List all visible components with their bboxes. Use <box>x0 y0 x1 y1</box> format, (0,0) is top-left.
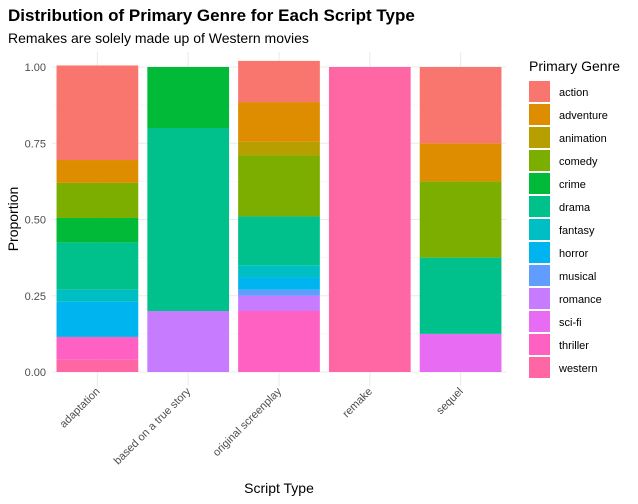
legend-label-western: western <box>558 363 598 375</box>
x-tick-label: remake <box>340 386 374 420</box>
bar-adaptation-fantasy <box>56 289 139 302</box>
bar-original-screenplay-action <box>238 60 320 103</box>
legend-label-horror: horror <box>559 248 589 260</box>
bar-adaptation-horror <box>56 301 139 337</box>
legend-swatch-horror <box>529 242 550 263</box>
bar-original-screenplay-musical <box>238 289 320 296</box>
x-tick-label: original screenplay <box>211 385 285 459</box>
bar-adaptation-western <box>56 359 139 372</box>
bar-original-screenplay-adventure <box>238 102 320 142</box>
bar-original-screenplay-horror <box>238 277 320 290</box>
legend-swatch-drama <box>529 196 550 217</box>
legend-swatch-thriller <box>529 334 550 355</box>
y-tick-label: 1.00 <box>25 62 46 74</box>
chart-subtitle: Remakes are solely made up of Western mo… <box>8 30 309 46</box>
bar-adaptation-comedy <box>56 182 139 218</box>
bar-adaptation-action <box>56 65 139 161</box>
chart-title: Distribution of Primary Genre for Each S… <box>8 6 415 25</box>
bars <box>56 60 502 372</box>
legend-swatch-musical <box>529 265 550 286</box>
legend-swatch-animation <box>529 127 550 148</box>
bar-adaptation-drama <box>56 242 139 290</box>
legend-label-comedy: comedy <box>559 156 598 168</box>
bar-adaptation-adventure <box>56 160 139 183</box>
legend-title: Primary Genre <box>529 58 620 74</box>
bar-original-screenplay-thriller <box>238 311 320 372</box>
bar-adaptation-crime <box>56 217 139 243</box>
bar-original-screenplay-romance <box>238 295 320 311</box>
bar-based-on-a-true-story-drama <box>147 128 230 311</box>
bar-original-screenplay-fantasy <box>238 265 320 278</box>
x-tick-label: based on a true story <box>112 385 194 467</box>
legend-swatch-fantasy <box>529 219 550 240</box>
bar-original-screenplay-animation <box>238 141 320 156</box>
y-axis: 0.00 0.25 0.50 0.75 1.00 <box>25 62 46 379</box>
bar-remake-western <box>328 67 411 372</box>
bar-based-on-a-true-story-romance <box>147 311 230 372</box>
legend-swatch-adventure <box>529 104 550 125</box>
legend-label-thriller: thriller <box>559 340 589 352</box>
legend-label-sci-fi: sci-fi <box>559 317 582 329</box>
bar-based-on-a-true-story-crime <box>147 67 230 128</box>
legend: Primary Genre action adventure animation co… <box>529 58 620 378</box>
x-tick-label: adaptation <box>58 386 103 431</box>
legend-label-action: action <box>559 87 588 99</box>
y-axis-title: Proportion <box>5 187 21 252</box>
legend-label-crime: crime <box>559 179 586 191</box>
legend-swatch-western <box>529 357 550 378</box>
bar-sequel-action <box>419 67 502 144</box>
bar-original-screenplay-comedy <box>238 155 320 217</box>
legend-swatch-comedy <box>529 150 550 171</box>
y-tick-label: 0.75 <box>25 138 46 150</box>
legend-swatch-crime <box>529 173 550 194</box>
bar-sequel-comedy <box>419 181 502 258</box>
x-axis-title: Script Type <box>244 480 314 496</box>
legend-label-animation: animation <box>559 133 607 145</box>
y-tick-label: 0.50 <box>25 215 46 227</box>
bar-sequel-adventure <box>419 143 502 182</box>
bar-sequel-drama <box>419 257 502 334</box>
y-tick-label: 0.25 <box>25 291 46 303</box>
x-axis: adaptation based on a true story original … <box>58 385 466 467</box>
legend-label-fantasy: fantasy <box>559 225 595 237</box>
bar-original-screenplay-drama <box>238 216 320 266</box>
bar-adaptation-thriller <box>56 336 139 360</box>
legend-swatch-romance <box>529 288 550 309</box>
y-tick-label: 0.00 <box>25 367 46 379</box>
legend-label-romance: romance <box>559 294 602 306</box>
x-tick-label: sequel <box>434 386 465 417</box>
legend-swatch-sci-fi <box>529 311 550 332</box>
bar-sequel-sci-fi <box>419 333 502 372</box>
legend-label-drama: drama <box>559 202 591 214</box>
legend-swatch-action <box>529 81 550 102</box>
legend-label-musical: musical <box>559 271 596 283</box>
legend-label-adventure: adventure <box>559 110 608 122</box>
